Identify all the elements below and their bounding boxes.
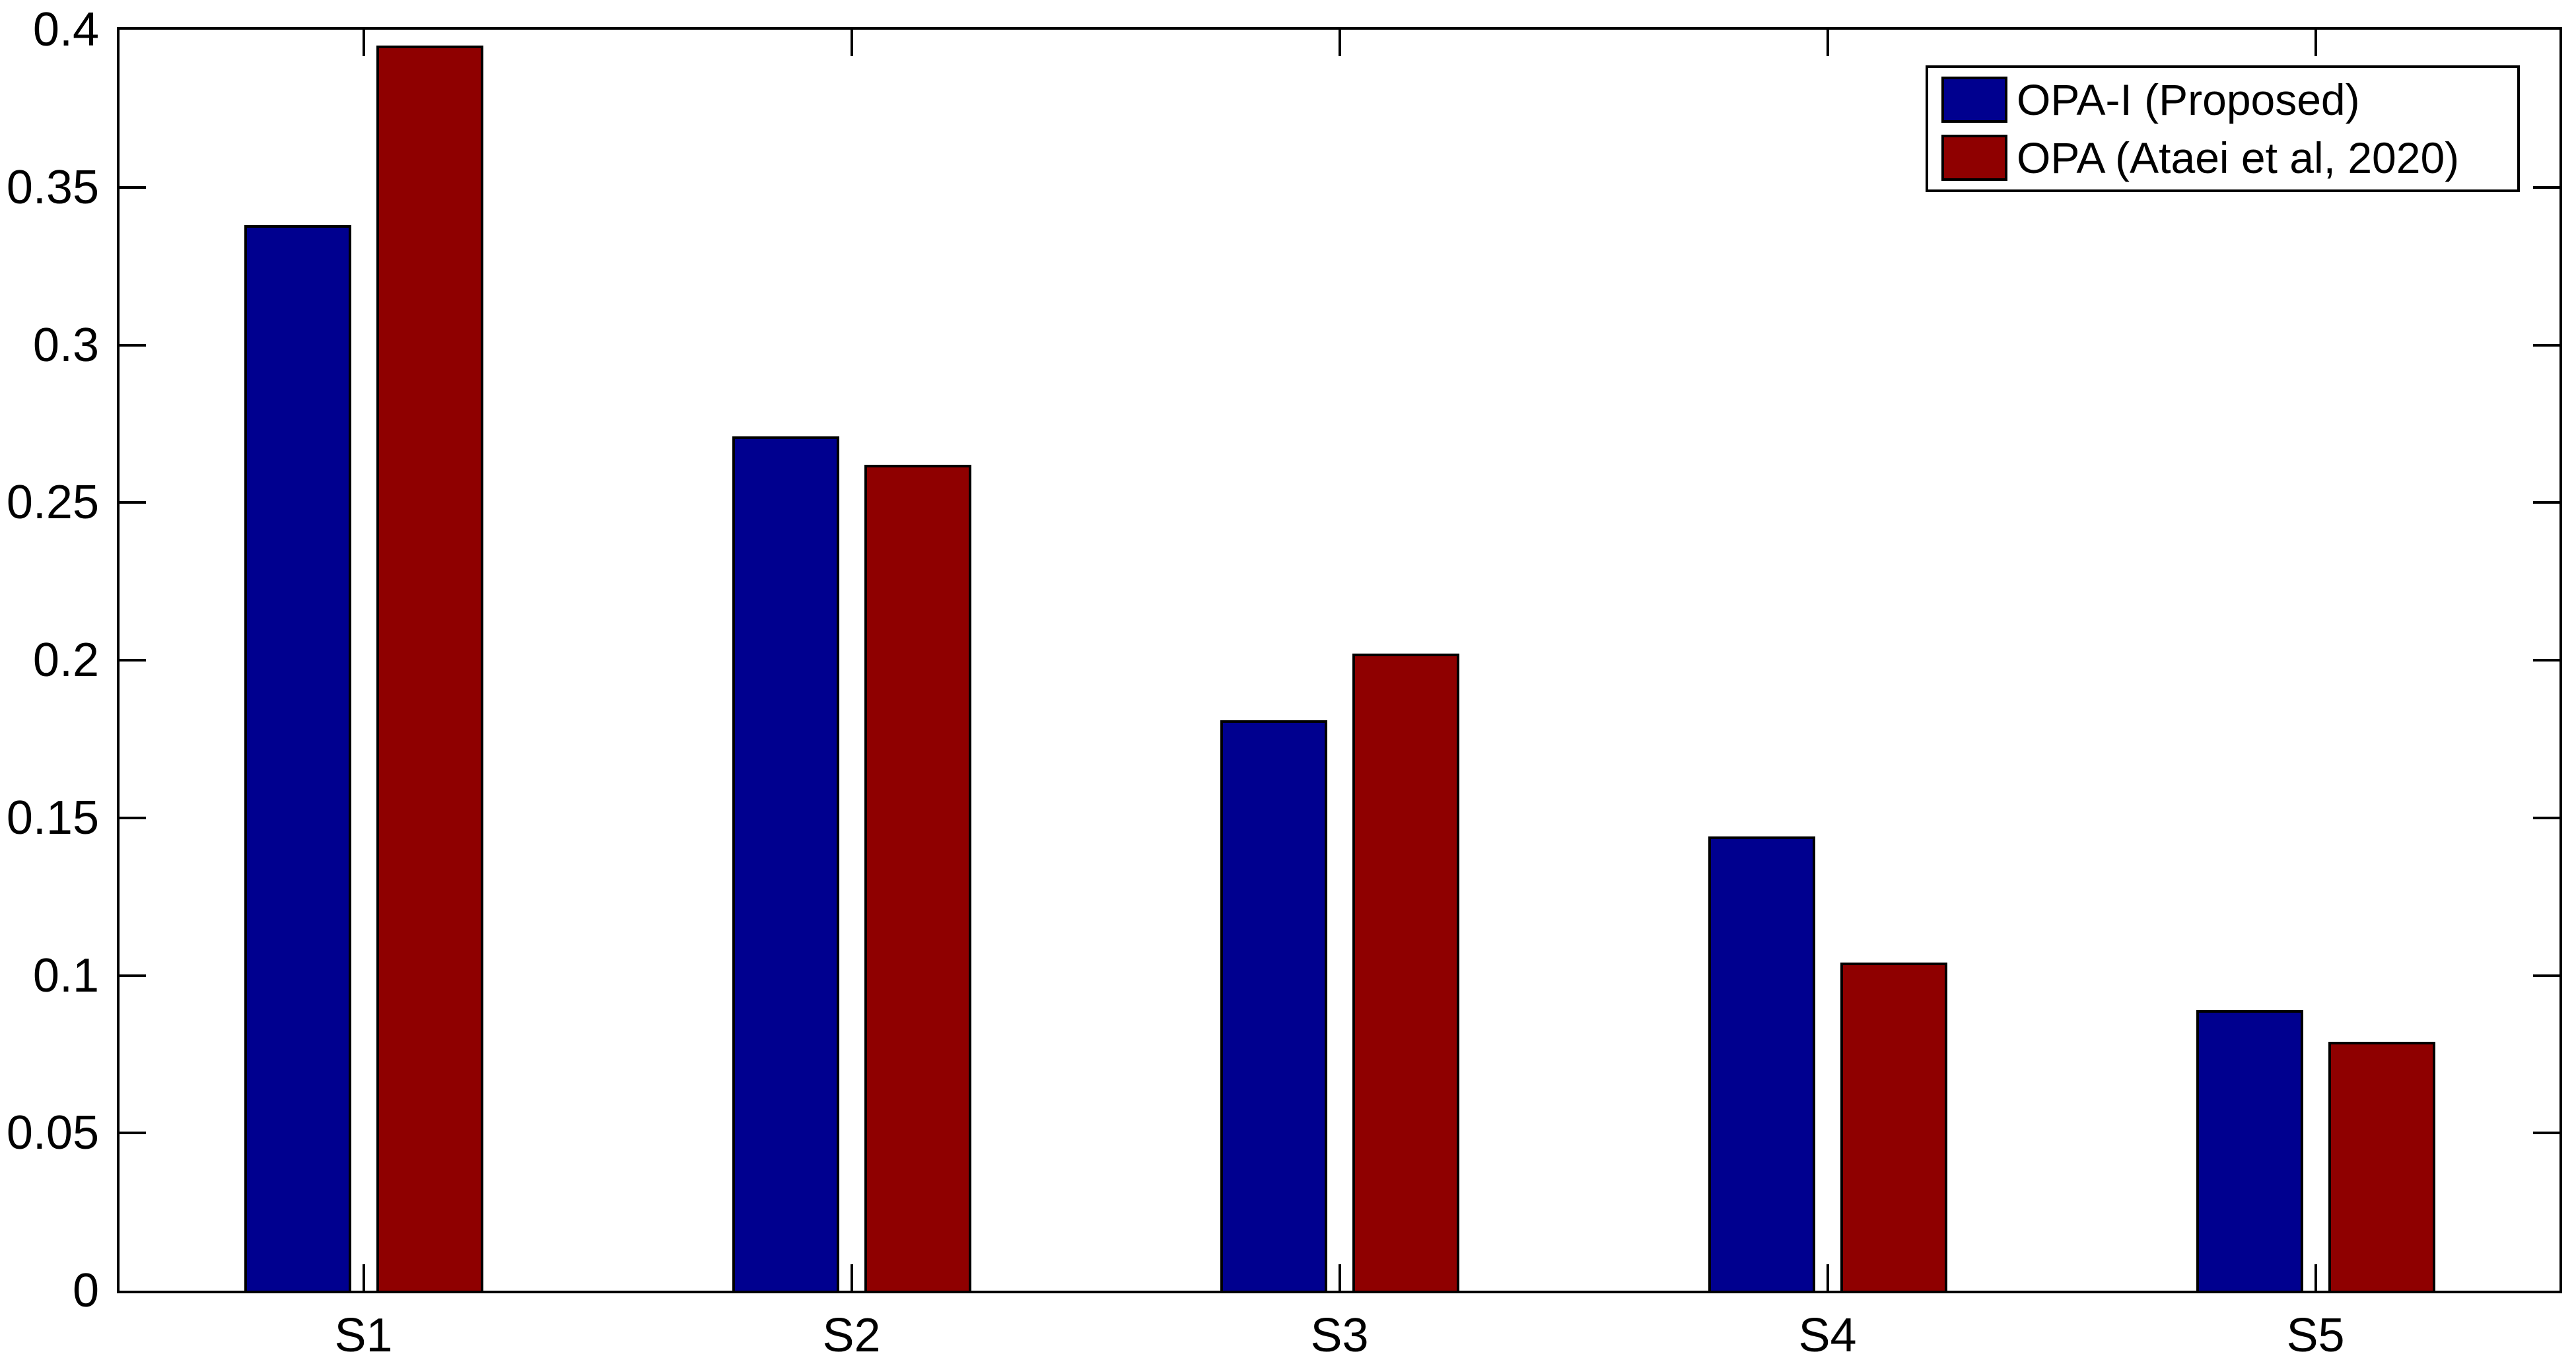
bar-s5-series1 — [2196, 1010, 2303, 1291]
y-axis-tick-right — [2533, 501, 2559, 504]
y-axis-tick-right — [2533, 974, 2559, 977]
legend-entry-opa: OPA (Ataei et al, 2020) — [1941, 132, 2517, 184]
y-tick-label-0.4: 0.4 — [32, 3, 99, 56]
y-axis-tick-right — [2533, 1132, 2559, 1135]
bar-s3-series1 — [1220, 720, 1327, 1291]
bar-s4-series2 — [1840, 963, 1947, 1291]
y-tick-label-0.1: 0.1 — [32, 949, 99, 1002]
y-axis-tick-right — [2533, 816, 2559, 819]
y-axis-tick-left — [120, 816, 146, 819]
x-axis-tick-top — [2314, 30, 2317, 56]
x-axis-tick-top — [1338, 30, 1341, 56]
y-axis-tick-left — [120, 186, 146, 189]
y-axis-tick-left — [120, 343, 146, 347]
y-axis-tick-left — [120, 974, 146, 977]
y-tick-label-0.15: 0.15 — [6, 791, 99, 844]
y-axis-tick-right — [2533, 343, 2559, 347]
bar-s3-series2 — [1352, 654, 1459, 1291]
legend-swatch-opa-i — [1941, 77, 2007, 123]
x-tick-label-s3: S3 — [1310, 1309, 1369, 1358]
bar-s2-series2 — [864, 464, 971, 1291]
y-tick-label-0: 0 — [72, 1264, 99, 1317]
y-axis-tick-left — [120, 501, 146, 504]
y-tick-label-0.2: 0.2 — [32, 634, 99, 687]
x-axis-tick-top — [850, 30, 853, 56]
x-axis-tick-bottom — [2314, 1264, 2317, 1291]
x-tick-label-s2: S2 — [822, 1309, 881, 1358]
legend-entry-opa-i: OPA-I (Proposed) — [1941, 74, 2517, 125]
bar-s2-series1 — [732, 436, 839, 1291]
bar-s5-series2 — [2328, 1041, 2435, 1291]
y-tick-label-0.25: 0.25 — [6, 476, 99, 529]
y-tick-label-0.35: 0.35 — [6, 160, 99, 214]
x-tick-label-s4: S4 — [1798, 1309, 1857, 1358]
x-axis-tick-top — [362, 30, 365, 56]
y-tick-label-0.05: 0.05 — [6, 1106, 99, 1160]
plot-area — [117, 27, 2562, 1293]
legend-box: OPA-I (Proposed) OPA (Ataei et al, 2020) — [1926, 65, 2520, 192]
bar-s1-series2 — [376, 45, 483, 1291]
y-axis-tick-right — [2533, 186, 2559, 189]
x-axis-tick-bottom — [362, 1264, 365, 1291]
x-axis-tick-bottom — [1338, 1264, 1341, 1291]
x-tick-label-s1: S1 — [334, 1309, 393, 1358]
legend-label-opa-i: OPA-I (Proposed) — [2017, 75, 2360, 124]
legend-label-opa: OPA (Ataei et al, 2020) — [2017, 133, 2460, 182]
bar-s4-series1 — [1708, 836, 1815, 1291]
y-axis-tick-left — [120, 1132, 146, 1135]
y-axis-tick-right — [2533, 659, 2559, 662]
x-axis-tick-top — [1826, 30, 1829, 56]
y-axis-tick-left — [120, 659, 146, 662]
y-tick-label-0.3: 0.3 — [32, 318, 99, 372]
plot-inner — [120, 30, 2559, 1291]
x-tick-label-s5: S5 — [2286, 1309, 2345, 1358]
x-axis-tick-bottom — [850, 1264, 853, 1291]
bar-s1-series1 — [244, 225, 351, 1291]
legend-swatch-opa — [1941, 135, 2007, 181]
x-axis-tick-bottom — [1826, 1264, 1829, 1291]
